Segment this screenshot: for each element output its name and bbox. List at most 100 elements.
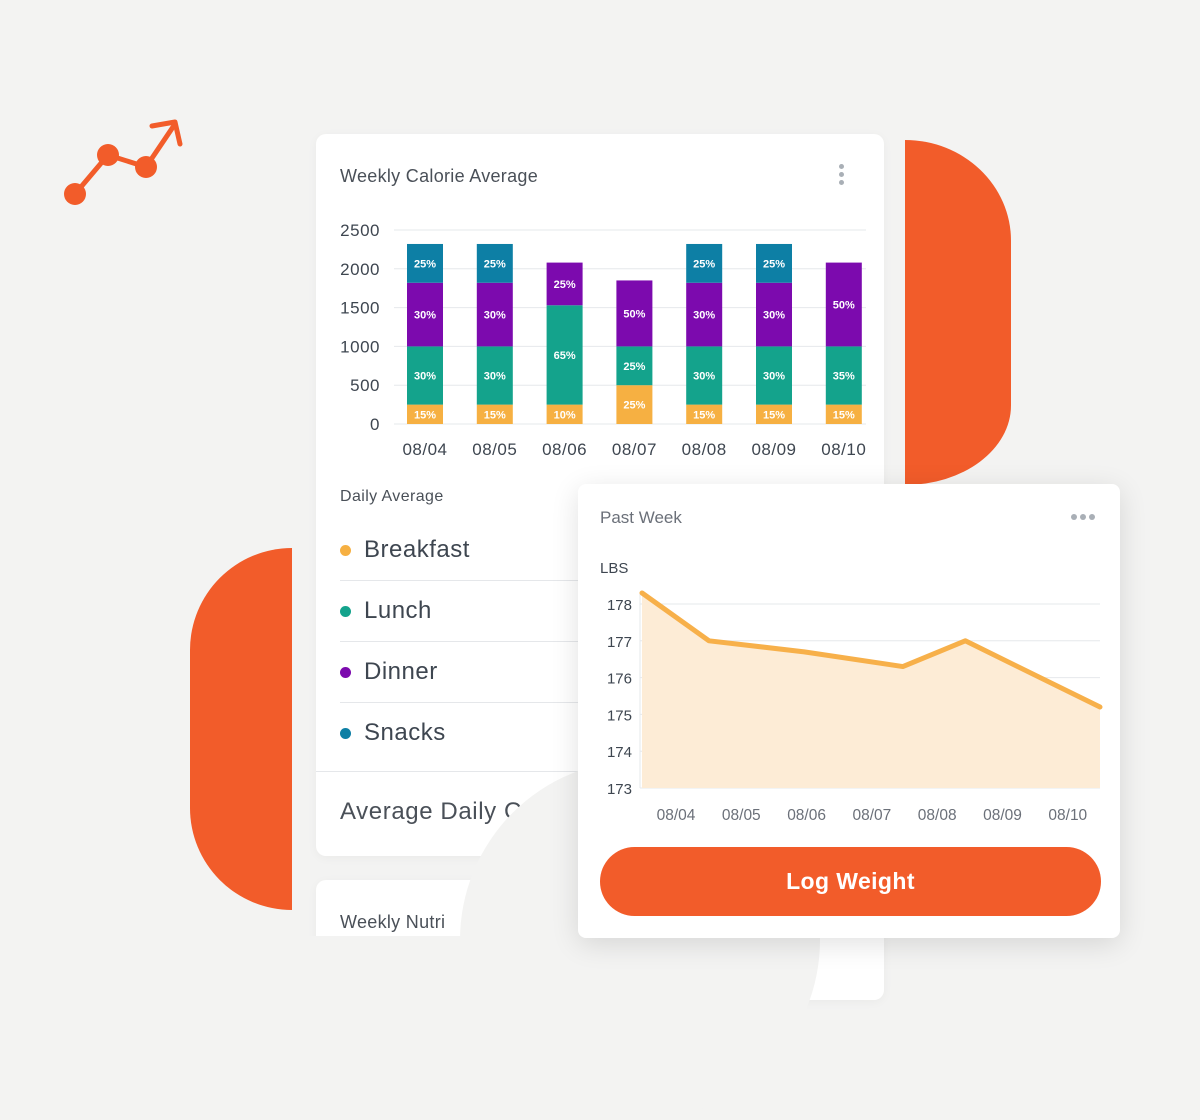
bar-segment-snacks bbox=[407, 243, 443, 283]
y-tick-label: 174 bbox=[607, 744, 632, 761]
bar-segment-snacks bbox=[756, 243, 792, 283]
x-tick-label: 08/06 bbox=[787, 807, 826, 824]
snacks-dot bbox=[340, 727, 351, 739]
decor-blob-right bbox=[905, 140, 1011, 485]
bar-data-label: 25% bbox=[484, 258, 506, 270]
meal-label: Dinner bbox=[364, 658, 438, 685]
meal-item-snacks[interactable]: Snacks bbox=[340, 703, 884, 763]
y-tick-label: 177 bbox=[607, 634, 632, 651]
lunch-dot bbox=[340, 605, 351, 617]
bar-data-label: 50% bbox=[623, 308, 645, 320]
x-tick-label: 08/10 bbox=[821, 440, 866, 459]
nutrient-card-title: Weekly Nutri bbox=[340, 912, 446, 932]
bar-data-label: 15% bbox=[833, 409, 855, 421]
past-week-weight-card: Past Week LBS 178 177 176 175 174 173 08/04 08/0… bbox=[578, 484, 1120, 938]
bar-data-label: 30% bbox=[763, 310, 785, 322]
x-tick-label: 08/05 bbox=[722, 807, 761, 824]
bar-data-label: 15% bbox=[693, 409, 715, 421]
bar-segment-dinner bbox=[546, 262, 583, 306]
weight-series-line bbox=[639, 590, 1103, 710]
x-tick-label: 08/09 bbox=[751, 440, 796, 459]
bar-data-label: 30% bbox=[484, 310, 506, 322]
breakfast-dot bbox=[340, 544, 351, 556]
y-axis-unit-label: LBS bbox=[600, 560, 628, 577]
x-tick-label: 08/06 bbox=[542, 440, 587, 459]
bar-data-label: 35% bbox=[833, 371, 855, 383]
bar-segment-dinner bbox=[616, 280, 653, 347]
bar-segment-dinner bbox=[756, 282, 792, 347]
bar-segment-lunch bbox=[546, 305, 583, 405]
bar-data-label: 30% bbox=[693, 371, 715, 383]
x-tick-label: 08/04 bbox=[657, 807, 696, 824]
bar-data-label: 30% bbox=[763, 371, 785, 383]
x-tick-label: 08/08 bbox=[918, 807, 957, 824]
x-tick-label: 08/04 bbox=[402, 440, 447, 459]
meal-legend-list: Breakfast Lunch Dinner Snacks bbox=[340, 520, 884, 763]
x-tick-label: 08/09 bbox=[983, 807, 1022, 824]
decor-fade bbox=[300, 936, 620, 1066]
daily-average-label: Daily Average bbox=[340, 488, 444, 505]
vertical-dots-icon[interactable] bbox=[839, 164, 844, 185]
bar-data-label: 30% bbox=[414, 310, 436, 322]
bar-data-label: 15% bbox=[763, 409, 785, 421]
bar-segment-breakfast bbox=[407, 404, 443, 424]
bar-data-label: 15% bbox=[414, 409, 436, 421]
meal-label: Lunch bbox=[364, 597, 432, 624]
bar-segment-snacks bbox=[686, 243, 723, 283]
bar-segment-lunch bbox=[756, 346, 792, 405]
y-tick-label: 173 bbox=[607, 781, 632, 798]
bar-segment-lunch bbox=[616, 346, 653, 386]
x-tick-label: 08/07 bbox=[853, 807, 892, 824]
bar-data-label: 30% bbox=[484, 371, 506, 383]
y-tick-label: 2500 bbox=[340, 221, 380, 240]
x-tick-label: 08/08 bbox=[682, 440, 727, 459]
log-weight-button[interactable]: Log Weight bbox=[600, 847, 1101, 916]
bar-data-label: 25% bbox=[763, 258, 785, 270]
bar-segment-lunch bbox=[407, 346, 443, 405]
bar-data-label: 15% bbox=[484, 409, 506, 421]
bar-segment-breakfast bbox=[616, 385, 653, 424]
bar-data-label: 10% bbox=[554, 409, 576, 421]
bar-data-label: 25% bbox=[414, 258, 436, 270]
bar-segment-lunch bbox=[476, 346, 513, 405]
bar-data-label: 30% bbox=[414, 371, 436, 383]
x-tick-label: 08/07 bbox=[612, 440, 657, 459]
bar-data-label: 25% bbox=[554, 279, 576, 291]
bar-segment-breakfast bbox=[546, 404, 583, 424]
bar-segment-breakfast bbox=[756, 404, 792, 424]
bar-data-label: 50% bbox=[833, 299, 855, 311]
meal-label: Snacks bbox=[364, 719, 446, 746]
y-tick-label: 0 bbox=[370, 415, 380, 434]
weight-area-chart: LBS 178 177 176 175 174 173 08/04 08/05 08/06 08/0… bbox=[600, 560, 1103, 824]
weight-area-fill bbox=[642, 592, 1100, 788]
horizontal-dots-icon[interactable] bbox=[1071, 514, 1095, 520]
bar-data-label: 25% bbox=[623, 400, 645, 412]
x-tick-label: 08/10 bbox=[1048, 807, 1087, 824]
bar-segment-dinner bbox=[476, 282, 513, 347]
meal-item-dinner[interactable]: Dinner bbox=[340, 642, 884, 703]
bar-segment-breakfast bbox=[825, 404, 862, 424]
bar-segment-lunch bbox=[825, 346, 862, 405]
y-tick-label: 1000 bbox=[340, 337, 380, 356]
y-tick-label: 500 bbox=[350, 376, 380, 395]
y-tick-label: 2000 bbox=[340, 260, 380, 279]
bar-data-label: 30% bbox=[693, 310, 715, 322]
bar-data-label: 65% bbox=[554, 350, 576, 362]
bar-segment-lunch bbox=[686, 346, 723, 405]
bar-segment-breakfast bbox=[476, 404, 513, 424]
y-tick-label: 178 bbox=[607, 597, 632, 614]
bar-segment-dinner bbox=[686, 282, 723, 347]
y-tick-label: 1500 bbox=[340, 299, 380, 318]
decor-blob-left bbox=[190, 548, 292, 910]
trend-up-arrow-icon bbox=[64, 119, 183, 205]
calorie-bar-chart: 2500 2000 1500 1000 500 0 15% 30% 30% 25% 08/04 15%… bbox=[340, 221, 866, 459]
x-tick-label: 08/05 bbox=[472, 440, 517, 459]
y-tick-label: 175 bbox=[607, 707, 632, 724]
bar-segment-dinner bbox=[825, 262, 862, 347]
weight-card-title: Past Week bbox=[600, 508, 682, 527]
meal-label: Breakfast bbox=[364, 536, 470, 563]
bar-data-label: 25% bbox=[623, 361, 645, 373]
y-tick-label: 176 bbox=[607, 671, 632, 688]
bar-data-label: 25% bbox=[693, 258, 715, 270]
bar-segment-breakfast bbox=[686, 404, 723, 424]
